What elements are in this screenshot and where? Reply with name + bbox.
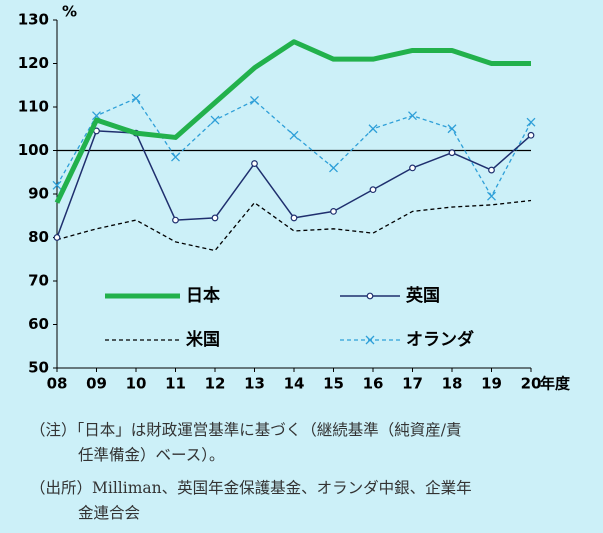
point xyxy=(289,130,299,140)
x-tick-label: 14 xyxy=(284,375,305,393)
y-tick-label: 70 xyxy=(28,272,49,290)
series xyxy=(54,39,531,204)
point xyxy=(368,124,378,134)
note-line: 金連合会 xyxy=(78,504,141,522)
legend-label: オランダ xyxy=(406,329,474,350)
point xyxy=(527,131,535,139)
note-line: （出所）Milliman、英国年金保護基金、オランダ中銀、企業年 xyxy=(30,479,472,497)
x-tick-label: 17 xyxy=(402,375,423,393)
note-line: 任準備金）ベース）。 xyxy=(78,446,225,464)
point xyxy=(365,335,375,345)
x-tick-label: 12 xyxy=(205,375,226,393)
legend-label: 日本 xyxy=(186,285,220,306)
legend-label: 英国 xyxy=(406,285,440,306)
point xyxy=(250,96,259,105)
x-unit: 年度 xyxy=(540,375,571,393)
note-line: （注）「日本」は財政運営基準に基づく（継続基準（純資産/責 xyxy=(30,421,462,439)
y-tick-label: 90 xyxy=(28,185,49,203)
y-tick-label: 80 xyxy=(28,228,49,246)
point xyxy=(366,292,374,300)
note: （注）「日本」は財政運営基準に基づく（継続基準（純資産/責任準備金）ベース）。 xyxy=(30,418,600,468)
point xyxy=(448,149,456,157)
point xyxy=(329,163,338,173)
point xyxy=(487,191,496,201)
series xyxy=(56,199,532,252)
y-tick-label: 120 xyxy=(18,54,49,72)
point xyxy=(131,93,141,103)
point xyxy=(251,160,258,167)
y-tick-label: 100 xyxy=(18,141,49,159)
x-tick-label: 20 xyxy=(521,375,542,393)
point xyxy=(53,234,61,241)
legend-label: 米国 xyxy=(186,329,220,350)
point xyxy=(369,186,377,194)
x-tick-label: 19 xyxy=(481,375,502,393)
point xyxy=(526,117,536,127)
y-tick-label: 50 xyxy=(28,359,49,377)
chart: % 年度 50 60 70 80 90 100 110 120 130 08 09 10 11 12 13 1… xyxy=(18,3,571,393)
point xyxy=(52,180,62,190)
point xyxy=(409,164,416,172)
y-tick-label: 130 xyxy=(18,11,49,29)
x-tick-label: 15 xyxy=(323,375,344,393)
x-tick-label: 16 xyxy=(363,375,384,393)
x-tick-label: 10 xyxy=(126,375,147,393)
note: （出所）Milliman、英国年金保護基金、オランダ中銀、企業年金連合会 xyxy=(30,476,600,526)
x-tick-label: 08 xyxy=(47,375,68,393)
point xyxy=(172,216,179,224)
point xyxy=(408,111,417,121)
x-tick-label: 18 xyxy=(442,375,463,393)
x-tick-label: 11 xyxy=(165,375,186,393)
x-tick-label: 13 xyxy=(244,375,265,393)
point xyxy=(290,214,298,222)
series xyxy=(52,93,536,201)
point xyxy=(210,115,220,125)
y-tick-label: 110 xyxy=(18,98,49,116)
point xyxy=(171,152,180,162)
line xyxy=(56,97,532,197)
point xyxy=(488,166,495,174)
line xyxy=(54,39,531,204)
y-unit: % xyxy=(62,3,77,21)
point xyxy=(330,207,337,215)
point xyxy=(447,124,457,134)
point xyxy=(211,214,219,222)
x-tick-label: 09 xyxy=(86,375,107,393)
line xyxy=(56,199,532,252)
y-tick-label: 60 xyxy=(28,315,49,333)
